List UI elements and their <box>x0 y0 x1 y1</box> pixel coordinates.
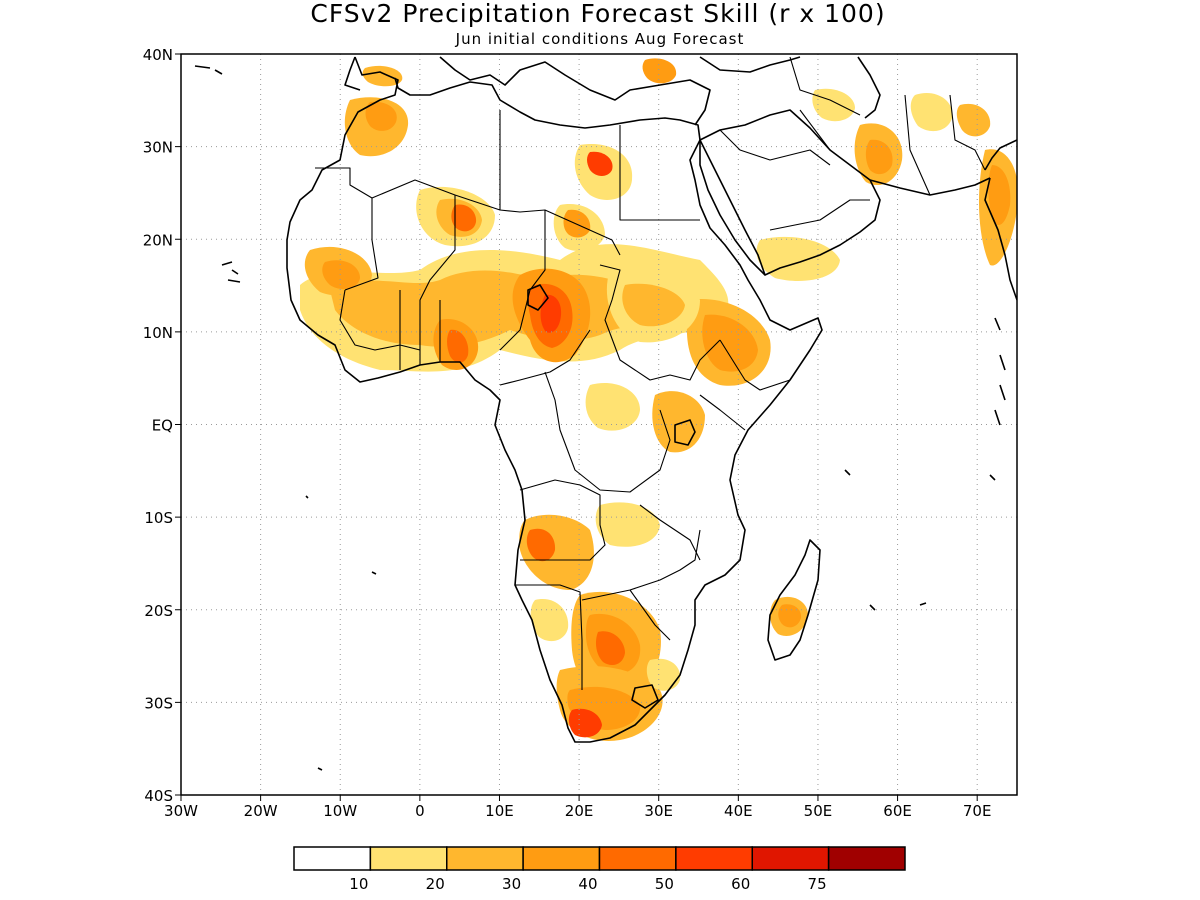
red-sea-coast <box>699 139 766 276</box>
lat-tick-label: 10N <box>143 324 173 342</box>
skill-patch-sudan-mid <box>622 283 685 327</box>
black-sea-coastline <box>699 56 801 73</box>
lon-tick-label: 70E <box>963 802 992 820</box>
lon-tick-label: 60E <box>883 802 912 820</box>
skill-patch-angola-core <box>526 528 556 562</box>
skill-shading <box>300 58 1017 741</box>
lon-tick-label: 30W <box>164 802 198 820</box>
lon-tick-label: 20E <box>565 802 594 820</box>
skill-patch-india-core <box>988 165 1011 225</box>
madagascar-coastline <box>767 539 821 661</box>
lon-tick-label: 30E <box>644 802 673 820</box>
colorbar-swatch <box>598 846 677 871</box>
skill-patch-ethiopia-core <box>702 314 758 372</box>
skill-patch-arabia-north <box>812 88 855 122</box>
skill-patch-gulf-core <box>447 329 469 363</box>
colorbar-label: 30 <box>502 875 521 893</box>
skill-patch-sahara-1-core <box>451 204 477 232</box>
lat-tick-label: 20N <box>143 231 173 249</box>
europe-coastline <box>344 56 711 126</box>
colorbar-label: 60 <box>731 875 750 893</box>
colorbar: 10 20 30 40 50 60 75 <box>293 846 906 893</box>
colorbar-swatch <box>446 846 524 871</box>
colorbar-label: 20 <box>426 875 445 893</box>
lon-tick-label: 0 <box>415 802 425 820</box>
skill-patch-iran-east <box>910 92 953 132</box>
lon-tick-label: 40E <box>724 802 753 820</box>
colorbar-swatch <box>675 846 753 871</box>
skill-patch-madagascar-core <box>778 604 802 628</box>
islands <box>194 65 1006 771</box>
lon-tick-label: 10W <box>323 802 357 820</box>
skill-patch-med <box>642 58 677 84</box>
lon-tick-label: 20W <box>244 802 278 820</box>
lon-tick-label: 50E <box>804 802 833 820</box>
skill-patch-libya-core <box>587 151 613 176</box>
skill-patch-sahel-inner <box>330 270 695 347</box>
lat-tick-label: EQ <box>152 417 173 435</box>
lat-tick-label: 30S <box>144 694 173 712</box>
colorbar-label: 40 <box>578 875 597 893</box>
lat-tick-label: 30N <box>143 139 173 157</box>
india-coastline <box>984 177 1017 301</box>
africa-coastline <box>286 56 823 743</box>
lat-tick-label: 10S <box>144 509 173 527</box>
skill-patch-yemen <box>756 236 840 281</box>
coastlines <box>286 56 1017 743</box>
arabia-coastline <box>699 109 881 276</box>
skill-patch-afghan <box>956 103 991 137</box>
skill-patch-spain <box>362 65 403 87</box>
colorbar-swatch <box>293 846 372 871</box>
colorbar-swatch <box>369 846 448 871</box>
skill-patch-zambia <box>595 502 660 547</box>
lat-tick-label: 20S <box>144 602 173 620</box>
lesotho-outline <box>631 684 659 709</box>
colorbar-label: 50 <box>655 875 674 893</box>
iran-coastline <box>869 177 991 196</box>
map-subtitle: Jun initial conditions Aug Forecast <box>455 30 745 48</box>
skill-patch-westafrica-core <box>322 260 360 290</box>
map-title: CFSv2 Precipitation Forecast Skill (r x … <box>310 0 885 28</box>
skill-patch-namibia <box>530 599 569 642</box>
india-east-coast <box>984 139 1017 171</box>
colorbar-label: 10 <box>349 875 368 893</box>
lat-tick-label: 40S <box>144 787 173 805</box>
colorbar-swatch <box>751 846 830 871</box>
skill-patch-cape <box>568 708 602 738</box>
lake-victoria <box>674 419 696 446</box>
skill-patch-chad-peak <box>540 294 562 333</box>
latitude-axis: 40N 30N 20N 10N EQ 10S 20S 30S 40S <box>143 46 181 805</box>
longitude-axis: 30W 20W 10W 0 10E 20E 30E 40E 50E 60E 70E <box>164 795 991 820</box>
caspian-coastline <box>857 56 881 119</box>
skill-patch-mozambique <box>646 658 681 691</box>
country-borders <box>315 56 986 690</box>
skill-patch-botswana-core <box>595 631 625 665</box>
skill-patch-congo-north <box>585 382 640 431</box>
skill-patch-iran-core <box>865 139 893 175</box>
lon-tick-label: 10E <box>485 802 514 820</box>
skill-patch-morocco-core <box>365 101 397 131</box>
colorbar-swatch <box>522 846 601 871</box>
skill-patch-nile-mid <box>563 209 591 238</box>
colorbar-label: 75 <box>808 875 827 893</box>
lat-tick-label: 40N <box>143 46 173 64</box>
lake-chad <box>527 284 549 311</box>
colorbar-swatch <box>827 846 906 871</box>
